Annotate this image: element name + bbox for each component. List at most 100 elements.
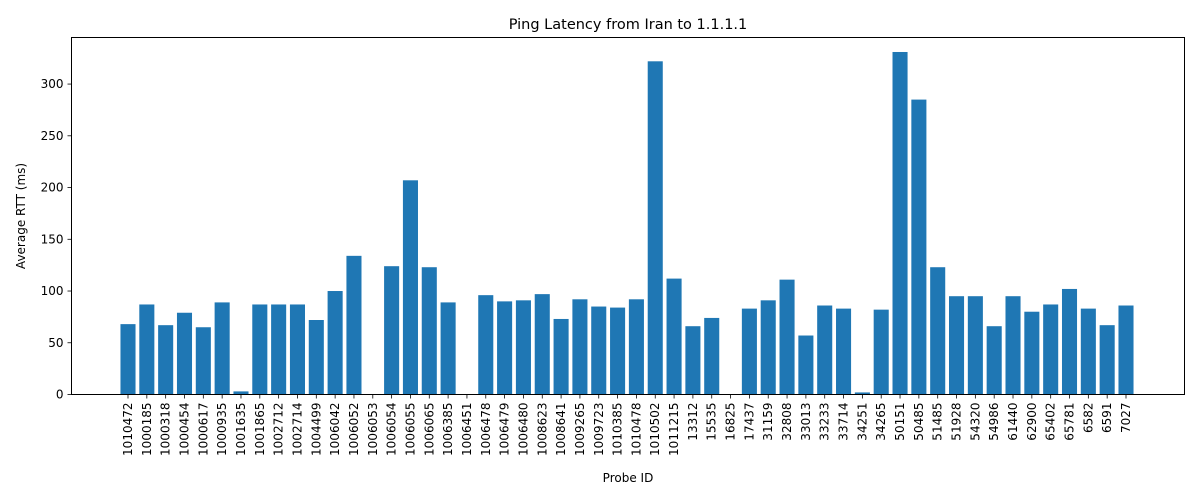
x-tick-label-1010478: 1010478: [629, 403, 643, 456]
x-axis: 1010472 1000185 1000318 1000454 1000617 10009…: [121, 394, 1133, 456]
y-tick-label-150: 150: [41, 232, 64, 246]
x-tick-label-1006385: 1006385: [441, 403, 455, 456]
x-tick-label-1009265: 1009265: [573, 403, 587, 456]
x-tick-label-34251: 34251: [855, 403, 869, 441]
bar-1006479: [497, 301, 513, 395]
bar-51928: [949, 296, 965, 395]
x-tick-label-1008641: 1008641: [554, 403, 568, 456]
x-tick-label-1001635: 1001635: [234, 403, 248, 456]
x-tick-label-61440: 61440: [1006, 403, 1020, 441]
bar-1006385: [440, 302, 456, 395]
x-tick-label-1006054: 1006054: [385, 403, 399, 456]
bar-1004499: [308, 320, 324, 395]
x-tick-label-1000935: 1000935: [215, 403, 229, 456]
bar-1009265: [572, 299, 588, 395]
x-tick-label-1000318: 1000318: [159, 403, 173, 456]
x-tick-label-33714: 33714: [837, 403, 851, 441]
x-tick-label-1006451: 1006451: [460, 403, 474, 456]
bar-1010502: [647, 61, 663, 395]
x-tick-label-1010385: 1010385: [611, 403, 625, 456]
bar-1006052: [346, 255, 362, 395]
bars-group: [120, 51, 1134, 395]
x-tick-label-1002712: 1002712: [272, 403, 286, 456]
x-tick-label-1011215: 1011215: [667, 403, 681, 456]
y-tick-label-200: 200: [41, 181, 64, 195]
bar-34251: [854, 392, 870, 395]
x-tick-label-1008623: 1008623: [535, 403, 549, 456]
x-tick-label-1000454: 1000454: [177, 403, 191, 456]
y-tick-label-50: 50: [48, 336, 63, 350]
x-tick-label-32808: 32808: [780, 403, 794, 441]
bar-50485: [911, 99, 927, 395]
bar-33233: [817, 305, 833, 395]
x-tick-label-65402: 65402: [1044, 403, 1058, 441]
x-tick-label-1000185: 1000185: [140, 403, 154, 456]
bar-1001635: [233, 391, 249, 395]
bar-61440: [1005, 296, 1021, 395]
bar-1008641: [553, 318, 569, 395]
x-tick-label-1000617: 1000617: [196, 403, 210, 456]
x-tick-label-1004499: 1004499: [309, 403, 323, 456]
y-tick-label-250: 250: [41, 129, 64, 143]
bar-6591: [1099, 325, 1115, 395]
bar-1010478: [628, 299, 644, 395]
x-tick-label-54320: 54320: [968, 403, 982, 441]
bar-13312: [685, 326, 701, 395]
plot-frame: [71, 37, 1185, 395]
x-tick-label-17437: 17437: [742, 403, 756, 441]
bar-33013: [798, 335, 814, 395]
x-tick-label-7027: 7027: [1119, 403, 1133, 434]
bar-1000454: [176, 312, 193, 395]
bar-51485: [930, 267, 946, 395]
bar-1006478: [478, 295, 494, 395]
bar-1000617: [195, 327, 211, 395]
bar-54986: [986, 326, 1002, 395]
bar-34265: [873, 309, 889, 395]
y-tick-label-300: 300: [41, 77, 64, 91]
bar-1000935: [214, 302, 230, 395]
x-tick-label-51928: 51928: [950, 403, 964, 441]
x-tick-label-1006478: 1006478: [479, 403, 493, 456]
bar-32808: [779, 279, 795, 395]
x-tick-label-6591: 6591: [1100, 403, 1114, 434]
bar-1000185: [139, 304, 155, 395]
x-tick-label-1006479: 1006479: [498, 403, 512, 456]
x-tick-label-65781: 65781: [1063, 403, 1077, 441]
y-tick-label-0: 0: [56, 388, 64, 402]
bar-7027: [1118, 305, 1134, 395]
x-axis-title: Probe ID: [603, 471, 654, 485]
x-tick-label-1006480: 1006480: [516, 403, 530, 456]
bar-1010472: [120, 324, 136, 395]
bar-54320: [967, 296, 983, 395]
x-tick-label-1006065: 1006065: [422, 403, 436, 456]
chart-title: Ping Latency from Iran to 1.1.1.1: [509, 17, 748, 33]
bar-1006055: [402, 180, 418, 395]
bar-65402: [1043, 304, 1059, 395]
x-tick-label-15535: 15535: [705, 403, 719, 441]
x-tick-label-1002714: 1002714: [290, 403, 304, 456]
x-tick-label-16825: 16825: [724, 403, 738, 441]
bar-1006042: [327, 291, 343, 395]
x-tick-label-62900: 62900: [1025, 403, 1039, 441]
x-tick-label-31159: 31159: [761, 403, 775, 441]
x-tick-label-1006053: 1006053: [366, 403, 380, 456]
x-tick-label-6582: 6582: [1081, 403, 1095, 434]
x-tick-label-1010472: 1010472: [121, 403, 135, 456]
y-axis-title: Average RTT (ms): [14, 163, 28, 269]
bar-1006054: [384, 266, 400, 395]
bar-62900: [1024, 311, 1040, 395]
bar-50151: [892, 51, 908, 395]
x-tick-label-33013: 33013: [799, 403, 813, 441]
bar-17437: [741, 308, 757, 395]
bar-1002712: [271, 304, 287, 395]
x-tick-label-1006055: 1006055: [403, 403, 417, 456]
x-tick-label-1001865: 1001865: [253, 403, 267, 456]
x-tick-label-33233: 33233: [818, 403, 832, 441]
bar-1010385: [610, 307, 626, 395]
x-tick-label-1006042: 1006042: [328, 403, 342, 456]
x-tick-label-1006052: 1006052: [347, 403, 361, 456]
bar-1001865: [252, 304, 268, 395]
bar-1002714: [289, 304, 305, 395]
bar-1009723: [591, 306, 607, 395]
bar-1011215: [666, 278, 682, 395]
